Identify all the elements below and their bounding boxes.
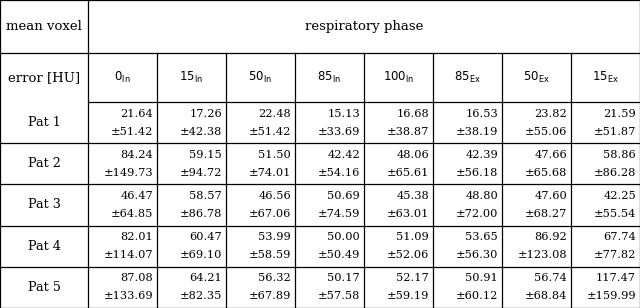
Text: 56.74: 56.74 [534,273,567,283]
Text: Pat 1: Pat 1 [28,116,60,129]
Text: 16.68: 16.68 [396,108,429,119]
Text: 42.25: 42.25 [604,191,636,201]
Text: error [HU]: error [HU] [8,71,80,84]
Text: ±72.00: ±72.00 [456,209,498,219]
Text: 52.17: 52.17 [396,273,429,283]
Text: 56.32: 56.32 [259,273,291,283]
Text: 21.64: 21.64 [120,108,153,119]
Text: ±42.38: ±42.38 [180,127,222,137]
Text: ±69.10: ±69.10 [180,250,222,260]
Text: 60.47: 60.47 [189,232,222,242]
Text: ±60.12: ±60.12 [456,291,498,302]
Text: ±68.84: ±68.84 [525,291,567,302]
Text: ±82.35: ±82.35 [180,291,222,302]
Text: ±67.89: ±67.89 [248,291,291,302]
Text: 117.47: 117.47 [596,273,636,283]
Text: 50.17: 50.17 [327,273,360,283]
Text: Pat 3: Pat 3 [28,198,60,212]
Text: ±58.59: ±58.59 [248,250,291,260]
Text: 87.08: 87.08 [120,273,153,283]
Text: 64.21: 64.21 [189,273,222,283]
Text: ±38.87: ±38.87 [387,127,429,137]
Text: 22.48: 22.48 [259,108,291,119]
Text: 84.24: 84.24 [120,150,153,160]
Text: 82.01: 82.01 [120,232,153,242]
Text: 42.39: 42.39 [465,150,498,160]
Text: ±54.16: ±54.16 [317,168,360,178]
Text: 50.69: 50.69 [327,191,360,201]
Text: 42.42: 42.42 [327,150,360,160]
Text: Pat 5: Pat 5 [28,281,61,294]
Text: 50.91: 50.91 [465,273,498,283]
Text: $0_{\mathrm{In}}$: $0_{\mathrm{In}}$ [114,70,131,85]
Text: ±55.54: ±55.54 [594,209,636,219]
Text: ±51.87: ±51.87 [594,127,636,137]
Text: 53.99: 53.99 [259,232,291,242]
Text: ±65.61: ±65.61 [387,168,429,178]
Text: ±56.30: ±56.30 [456,250,498,260]
Text: 58.86: 58.86 [604,150,636,160]
Text: $100_{\mathrm{In}}$: $100_{\mathrm{In}}$ [383,70,414,85]
Text: ±38.19: ±38.19 [456,127,498,137]
Text: ±114.07: ±114.07 [104,250,153,260]
Text: 51.50: 51.50 [259,150,291,160]
Text: ±74.01: ±74.01 [248,168,291,178]
Text: Pat 2: Pat 2 [28,157,60,170]
Text: 15.13: 15.13 [327,108,360,119]
Text: ±159.99: ±159.99 [586,291,636,302]
Text: ±86.28: ±86.28 [594,168,636,178]
Text: ±33.69: ±33.69 [317,127,360,137]
Text: 45.38: 45.38 [396,191,429,201]
Text: ±67.06: ±67.06 [248,209,291,219]
Text: ±65.68: ±65.68 [525,168,567,178]
Text: 21.59: 21.59 [604,108,636,119]
Text: ±86.78: ±86.78 [180,209,222,219]
Text: $50_{\mathrm{In}}$: $50_{\mathrm{In}}$ [248,70,273,85]
Text: 17.26: 17.26 [189,108,222,119]
Text: Pat 4: Pat 4 [28,240,60,253]
Text: ±77.82: ±77.82 [594,250,636,260]
Text: ±133.69: ±133.69 [104,291,153,302]
Text: $85_{\mathrm{Ex}}$: $85_{\mathrm{Ex}}$ [454,70,481,85]
Text: mean voxel: mean voxel [6,20,82,33]
Text: ±149.73: ±149.73 [104,168,153,178]
Text: ±51.42: ±51.42 [111,127,153,137]
Text: ±63.01: ±63.01 [387,209,429,219]
Text: 67.74: 67.74 [604,232,636,242]
Text: 47.66: 47.66 [534,150,567,160]
Text: 48.80: 48.80 [465,191,498,201]
Text: 58.57: 58.57 [189,191,222,201]
Text: ±51.42: ±51.42 [248,127,291,137]
Text: ±56.18: ±56.18 [456,168,498,178]
Text: ±123.08: ±123.08 [517,250,567,260]
Text: $50_{\mathrm{Ex}}$: $50_{\mathrm{Ex}}$ [523,70,550,85]
Text: $15_{\mathrm{In}}$: $15_{\mathrm{In}}$ [179,70,204,85]
Text: 59.15: 59.15 [189,150,222,160]
Text: ±94.72: ±94.72 [180,168,222,178]
Text: ±68.27: ±68.27 [525,209,567,219]
Text: ±59.19: ±59.19 [387,291,429,302]
Text: ±52.06: ±52.06 [387,250,429,260]
Text: $15_{\mathrm{Ex}}$: $15_{\mathrm{Ex}}$ [592,70,619,85]
Text: 51.09: 51.09 [396,232,429,242]
Text: 47.60: 47.60 [534,191,567,201]
Text: 16.53: 16.53 [465,108,498,119]
Text: respiratory phase: respiratory phase [305,20,423,33]
Text: $85_{\mathrm{In}}$: $85_{\mathrm{In}}$ [317,70,342,85]
Text: 46.56: 46.56 [259,191,291,201]
Text: ±64.85: ±64.85 [111,209,153,219]
Text: 50.00: 50.00 [327,232,360,242]
Text: 53.65: 53.65 [465,232,498,242]
Text: ±50.49: ±50.49 [317,250,360,260]
Text: ±55.06: ±55.06 [525,127,567,137]
Text: 48.06: 48.06 [396,150,429,160]
Text: ±74.59: ±74.59 [317,209,360,219]
Text: 86.92: 86.92 [534,232,567,242]
Text: 46.47: 46.47 [120,191,153,201]
Text: ±57.58: ±57.58 [317,291,360,302]
Text: 23.82: 23.82 [534,108,567,119]
